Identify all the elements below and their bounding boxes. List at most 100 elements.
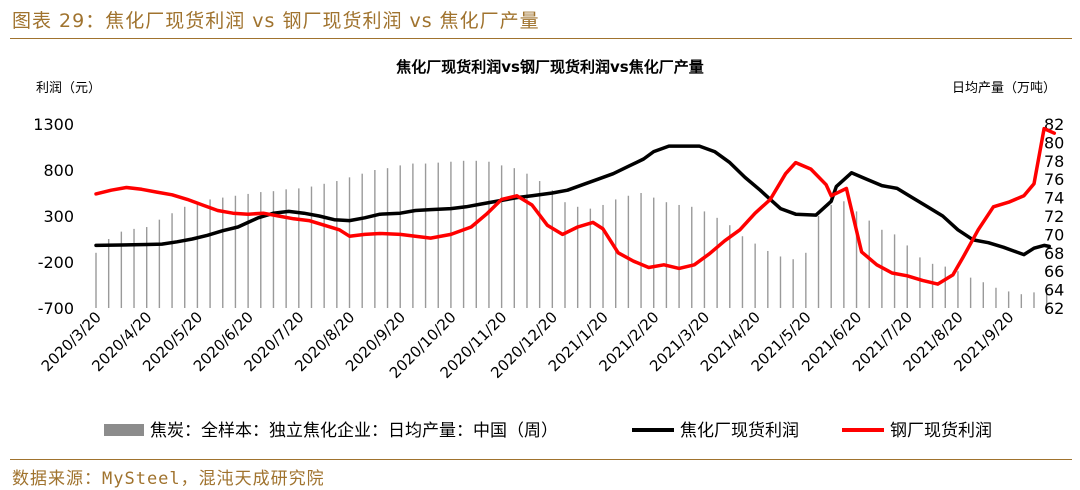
top-rule (10, 38, 1072, 39)
production-bar (703, 211, 706, 308)
y-right-tick-label: 74 (1044, 189, 1064, 208)
production-bar (589, 208, 592, 308)
y-left-tick-label: -700 (38, 299, 74, 318)
y-right-tick-label: 68 (1044, 244, 1064, 263)
y-right-tick-label: 70 (1044, 225, 1064, 244)
production-bar (1007, 291, 1010, 308)
y-axis-left-ticks: 1300 800 300 -200 -700 (33, 115, 74, 318)
y-left-tick-label: -200 (38, 253, 74, 272)
production-bar (615, 199, 617, 308)
production-bar (843, 201, 845, 308)
source-note: 数据来源：MySteel，混沌天成研究院 (12, 469, 325, 489)
production-bar (260, 192, 262, 308)
x-axis-ticks: 2020/3/202020/4/202020/5/202020/6/202020… (38, 308, 1018, 382)
production-bar (120, 231, 123, 308)
production-bar (196, 203, 199, 308)
production-bar (576, 206, 579, 308)
production-bar (1045, 291, 1048, 308)
production-bar (653, 197, 655, 308)
production-bar (817, 216, 820, 308)
production-bar (475, 160, 477, 308)
y-left-tick-label: 800 (43, 161, 74, 180)
production-bar (462, 160, 465, 308)
production-bar (691, 206, 693, 308)
production-bar (640, 193, 642, 308)
production-bar (729, 225, 731, 308)
production-bar (500, 165, 503, 308)
y-right-tick-label: 62 (1044, 299, 1064, 318)
y-right-tick-label: 72 (1044, 207, 1064, 226)
production-bar (830, 204, 832, 308)
coking-profit-line (94, 144, 1051, 257)
production-bar (526, 173, 528, 308)
production-bar (272, 191, 275, 308)
steel-profit-line (94, 126, 1057, 286)
production-bar (868, 220, 870, 308)
y-right-tick-label: 66 (1044, 262, 1064, 281)
production-bar (538, 181, 541, 308)
production-bar (222, 197, 224, 308)
y-right-tick-label: 80 (1044, 133, 1064, 152)
production-bar (95, 252, 97, 308)
production-bar (919, 257, 921, 308)
y-axis-left-label: 利润（元） (36, 81, 101, 96)
production-bar (779, 256, 782, 308)
production-bar (551, 190, 554, 308)
bar-series-production (95, 160, 1048, 308)
production-bar (1020, 294, 1023, 308)
production-bar (298, 188, 300, 308)
production-bar (678, 204, 680, 308)
production-bar (564, 202, 566, 308)
production-bar (513, 168, 515, 308)
y-axis-right-label: 日均产量（万吨） (952, 81, 1056, 96)
bottom-rule (10, 459, 1072, 460)
production-bar (247, 193, 249, 308)
production-bar (957, 271, 959, 308)
production-bar (285, 189, 287, 308)
production-bar (348, 177, 351, 308)
production-bar (399, 165, 401, 308)
production-bar (627, 195, 630, 308)
production-bar (234, 195, 237, 308)
production-bar (602, 204, 604, 308)
production-bar (805, 252, 807, 308)
production-bar (133, 228, 135, 308)
legend-label: 焦炭：全样本：独立焦化企业：日均产量：中国（周） (150, 421, 558, 441)
production-bar (209, 199, 211, 308)
production-bar (995, 287, 997, 308)
y-right-tick-label: 78 (1044, 152, 1064, 171)
production-bar (855, 211, 858, 308)
production-bar (792, 259, 794, 308)
production-bar (488, 161, 490, 308)
production-bar (107, 239, 110, 308)
legend-label: 钢厂现货利润 (890, 421, 992, 441)
production-bar (931, 263, 934, 308)
production-bar (146, 227, 148, 308)
production-bar (944, 266, 946, 308)
production-bar (361, 173, 363, 308)
production-bar (969, 277, 972, 308)
production-bar (716, 217, 718, 308)
chart-title: 焦化厂现货利润vs钢厂现货利润vs焦化厂产量 (395, 58, 703, 76)
y-right-tick-label: 64 (1044, 281, 1064, 300)
production-bar (336, 181, 338, 308)
figure-title: 图表 29：焦化厂现货利润 vs 钢厂现货利润 vs 焦化厂产量 (12, 10, 540, 32)
production-bar (323, 183, 325, 308)
y-right-tick-label: 76 (1044, 170, 1064, 189)
production-bar (893, 234, 896, 308)
production-bar (754, 243, 756, 308)
line-series (94, 126, 1057, 286)
production-bar (310, 186, 313, 308)
production-bar (171, 213, 173, 308)
production-bar (665, 202, 668, 308)
production-bar (184, 206, 186, 308)
production-bar (158, 219, 161, 308)
production-bar (386, 168, 389, 308)
y-left-tick-label: 300 (43, 207, 74, 226)
y-left-tick-label: 1300 (33, 115, 74, 134)
legend-swatch-bar (104, 424, 144, 436)
production-bar (982, 282, 984, 308)
production-bar (741, 236, 744, 308)
